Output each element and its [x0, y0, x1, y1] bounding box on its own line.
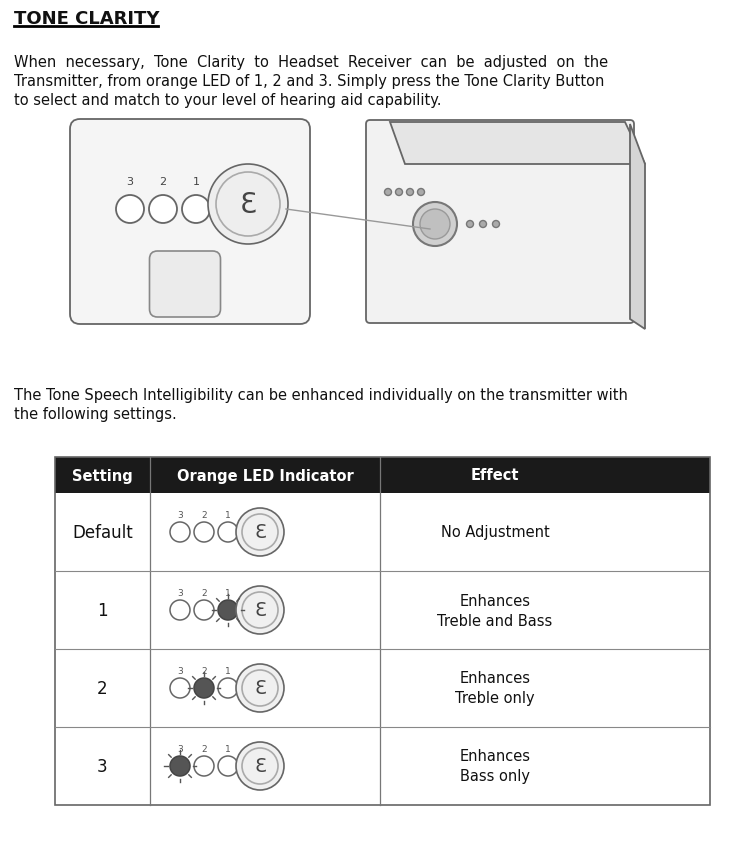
Circle shape — [236, 664, 284, 712]
Text: 2: 2 — [201, 666, 207, 676]
Text: Default: Default — [72, 523, 133, 542]
Polygon shape — [390, 123, 645, 164]
Text: 2: 2 — [201, 745, 207, 753]
Circle shape — [194, 600, 214, 620]
Text: Treble only: Treble only — [455, 691, 535, 706]
Text: Setting: Setting — [72, 468, 133, 483]
Text: Ɛ: Ɛ — [239, 191, 257, 219]
Text: Bass only: Bass only — [460, 769, 530, 784]
Text: 1: 1 — [225, 511, 231, 520]
FancyBboxPatch shape — [366, 121, 634, 324]
Text: Ɛ: Ɛ — [254, 757, 266, 776]
Circle shape — [236, 508, 284, 556]
Text: 3: 3 — [177, 589, 183, 598]
Circle shape — [182, 195, 210, 224]
Circle shape — [406, 189, 414, 196]
Circle shape — [149, 195, 177, 224]
Circle shape — [170, 523, 190, 542]
Text: 1: 1 — [97, 601, 108, 619]
Circle shape — [218, 600, 238, 620]
Text: 2: 2 — [97, 679, 108, 697]
Text: 3: 3 — [127, 177, 134, 187]
Circle shape — [413, 202, 457, 247]
Text: When  necessary,  Tone  Clarity  to  Headset  Receiver  can  be  adjusted  on  t: When necessary, Tone Clarity to Headset … — [14, 55, 608, 70]
Circle shape — [242, 748, 278, 784]
Text: 3: 3 — [177, 511, 183, 520]
Text: 2: 2 — [201, 589, 207, 598]
Text: the following settings.: the following settings. — [14, 406, 177, 422]
Circle shape — [236, 586, 284, 635]
Text: Ɛ: Ɛ — [254, 523, 266, 542]
Circle shape — [479, 221, 486, 228]
Circle shape — [170, 756, 190, 776]
Text: Orange LED Indicator: Orange LED Indicator — [177, 468, 353, 483]
Circle shape — [218, 756, 238, 776]
Circle shape — [242, 514, 278, 550]
Text: 3: 3 — [177, 745, 183, 753]
Text: 1: 1 — [225, 589, 231, 598]
Circle shape — [218, 678, 238, 698]
Text: 2: 2 — [201, 511, 207, 520]
Text: 3: 3 — [177, 666, 183, 676]
Text: Enhances: Enhances — [460, 593, 531, 608]
Circle shape — [242, 592, 278, 629]
Text: Ɛ: Ɛ — [254, 601, 266, 620]
Circle shape — [218, 523, 238, 542]
Circle shape — [208, 164, 288, 245]
Circle shape — [467, 221, 473, 228]
Text: 1: 1 — [225, 666, 231, 676]
Bar — [55, 457, 710, 493]
Circle shape — [242, 670, 278, 706]
Text: Ɛ: Ɛ — [254, 678, 266, 697]
Circle shape — [236, 742, 284, 790]
Circle shape — [420, 210, 450, 239]
Circle shape — [116, 195, 144, 224]
Circle shape — [170, 600, 190, 620]
Circle shape — [170, 678, 190, 698]
Text: Treble and Bass: Treble and Bass — [437, 613, 553, 628]
Text: Enhances: Enhances — [460, 748, 531, 764]
Circle shape — [194, 523, 214, 542]
FancyBboxPatch shape — [149, 251, 220, 318]
Bar — [55, 457, 710, 805]
Text: to select and match to your level of hearing aid capability.: to select and match to your level of hea… — [14, 93, 442, 108]
Text: Enhances: Enhances — [460, 671, 531, 685]
Text: 1: 1 — [193, 177, 199, 187]
Text: Effect: Effect — [471, 468, 519, 483]
Circle shape — [396, 189, 402, 196]
Polygon shape — [630, 125, 645, 330]
Text: 3: 3 — [97, 757, 108, 775]
Text: 2: 2 — [159, 177, 167, 187]
Circle shape — [216, 173, 280, 237]
Circle shape — [194, 756, 214, 776]
Text: 1: 1 — [225, 745, 231, 753]
Circle shape — [194, 678, 214, 698]
Text: Transmitter, from orange LED of 1, 2 and 3. Simply press the Tone Clarity Button: Transmitter, from orange LED of 1, 2 and… — [14, 74, 604, 89]
Circle shape — [418, 189, 424, 196]
Circle shape — [492, 221, 500, 228]
Text: The Tone Speech Intelligibility can be enhanced individually on the transmitter : The Tone Speech Intelligibility can be e… — [14, 387, 628, 403]
Text: TONE CLARITY: TONE CLARITY — [14, 10, 159, 28]
Text: No Adjustment: No Adjustment — [441, 525, 550, 540]
Circle shape — [384, 189, 392, 196]
FancyBboxPatch shape — [70, 120, 310, 325]
